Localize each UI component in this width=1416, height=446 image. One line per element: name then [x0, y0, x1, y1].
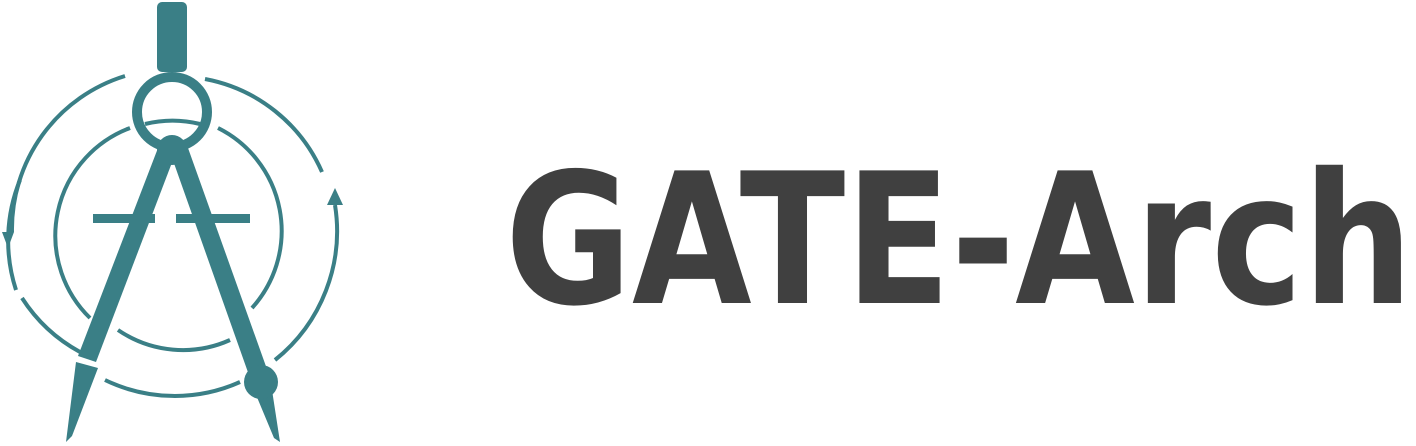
inner-arc	[53, 126, 131, 320]
inner-arc	[116, 328, 231, 353]
inner-arc	[144, 118, 201, 126]
compass-tip	[66, 362, 98, 442]
orbit-arc	[204, 77, 324, 173]
inner-arc	[217, 126, 284, 310]
orbit-arc	[273, 204, 340, 362]
compass-icon	[6, 72, 340, 398]
orbit-arc	[104, 378, 241, 398]
compass-knob	[244, 365, 278, 399]
orbit-arc	[9, 74, 126, 233]
arrowhead	[2, 232, 14, 248]
crossbar	[93, 214, 155, 223]
compass-body	[2, 2, 343, 442]
arrowhead	[327, 188, 343, 205]
compass-hinge	[157, 135, 187, 165]
compass-handle	[157, 2, 187, 72]
logo-text: GATE-Arch	[505, 134, 1413, 346]
compass-tip	[254, 390, 280, 442]
orbit-arc	[20, 296, 81, 354]
compass-leg	[78, 148, 176, 362]
compass-leg	[170, 148, 268, 378]
